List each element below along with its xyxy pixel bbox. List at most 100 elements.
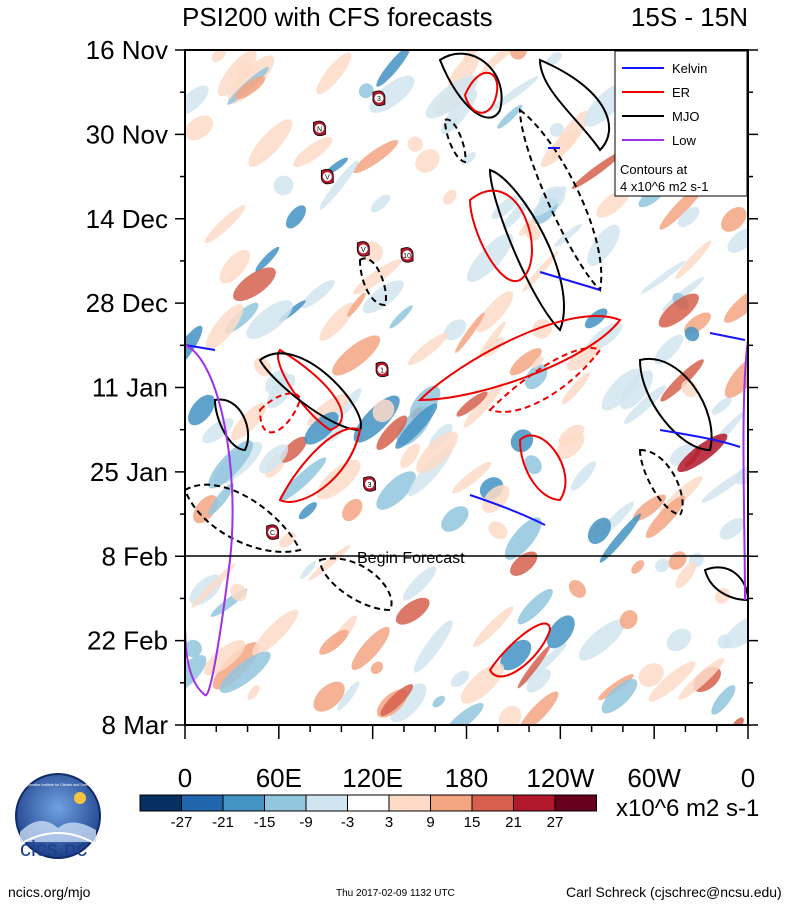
y-tick-label: 28 Dec: [86, 288, 168, 318]
anomaly-patch: [236, 61, 252, 78]
wave-contour: [463, 72, 499, 114]
anomaly-patch: [619, 610, 638, 629]
anomaly-patch: [719, 517, 745, 540]
storm-marker: C: [266, 524, 279, 540]
anomaly-patch: [353, 139, 399, 174]
storm-label: 3: [368, 482, 372, 489]
anomaly-patch: [532, 319, 553, 339]
anomaly-patch: [570, 461, 596, 491]
anomaly-patch: [568, 579, 586, 598]
anomaly-patch: [701, 468, 748, 503]
chart-subtitle: 15S - 15N: [631, 2, 748, 32]
anomaly-patch: [416, 431, 458, 474]
anomaly-patch: [520, 643, 567, 686]
anomaly-patch: [497, 104, 523, 129]
colorbar-box: [139, 794, 182, 812]
x-tick-label: 180: [445, 763, 488, 793]
legend-box: [614, 50, 748, 197]
anomaly-patch: [533, 186, 567, 216]
anomaly-patch: [444, 702, 484, 725]
anomaly-patch: [554, 223, 582, 247]
kelvin-contour: [659, 429, 741, 448]
legend-label-er: ER: [672, 85, 690, 100]
anomaly-patch: [645, 495, 686, 539]
anomaly-patch: [273, 175, 294, 196]
logo-text: cics.nc: [20, 836, 88, 861]
anomaly-patch: [502, 201, 528, 230]
anomaly-patch: [519, 218, 536, 236]
y-tick-label: 8 Feb: [102, 541, 169, 571]
anomaly-patch: [619, 370, 654, 410]
footer-left: ncics.org/mjo: [8, 884, 91, 900]
x-tick-label: 60E: [256, 763, 302, 793]
y-tick-label: 16 Nov: [86, 35, 168, 65]
wave-contour: [258, 392, 302, 434]
anomaly-patch: [681, 379, 698, 398]
anomaly-patch: [491, 195, 519, 220]
y-tick-label: 11 Jan: [92, 373, 168, 403]
anomaly-patch: [351, 626, 390, 671]
x-tick-label: 60W: [627, 763, 681, 793]
colorbar-box: [430, 794, 473, 812]
colorbar-box: [347, 794, 390, 812]
chart-title: PSI200 with CFS forecasts: [182, 2, 493, 32]
anomaly-patch: [631, 560, 645, 574]
x-tick-label: 0: [741, 763, 755, 793]
wave-contour: [185, 483, 302, 553]
anomaly-patch: [246, 300, 293, 339]
legend: Kelvin ER MJO Low Contours at 4 x10^6 m2 s-…: [614, 50, 748, 197]
colorbar-box: [181, 794, 224, 812]
anomaly-patch: [684, 326, 700, 342]
anomaly-patch: [362, 280, 404, 314]
anomaly-patch: [578, 619, 625, 661]
anomaly-patch: [598, 674, 634, 701]
storm-marker: 10: [400, 247, 414, 263]
anomaly-patch: [247, 685, 260, 700]
anomaly-patch: [316, 52, 352, 95]
anomaly-patch: [587, 224, 620, 266]
anomaly-patch: [376, 471, 416, 510]
anomaly-patch: [219, 249, 250, 284]
anomaly-patch: [655, 558, 670, 573]
colorbar-tick-label: 15: [464, 814, 481, 831]
anomaly-patch: [390, 683, 427, 723]
anomaly-patch: [185, 115, 214, 141]
anomaly-patch: [389, 305, 413, 329]
storm-label: V: [361, 247, 366, 254]
anomaly-patch: [601, 678, 638, 714]
anomaly-patch: [376, 50, 411, 87]
anomaly-patch: [476, 291, 514, 333]
anomaly-patch: [443, 189, 457, 205]
x-tick-label: 120E: [342, 763, 403, 793]
anomaly-patch: [546, 615, 575, 649]
anomaly-patch: [441, 89, 478, 135]
anomaly-patch: [561, 372, 590, 405]
anomaly-patch: [211, 50, 226, 63]
anomaly-patch: [358, 83, 374, 99]
y-tick-label: 22 Feb: [87, 626, 168, 656]
anomaly-patch: [191, 563, 236, 608]
anomaly-patch: [407, 332, 449, 366]
anomaly-patch: [395, 403, 438, 449]
anomaly-patch: [372, 399, 395, 423]
storm-marker: 1: [375, 361, 389, 378]
colorbar-box: [471, 794, 514, 812]
anomaly-patch: [407, 136, 423, 152]
anomaly-patch: [376, 415, 408, 450]
x-tick-label: 0: [178, 763, 192, 793]
anomaly-patch: [316, 459, 361, 500]
anomaly-patch: [624, 385, 667, 424]
storm-eye: [377, 364, 387, 374]
wave-contour: [318, 557, 393, 612]
anomaly-patch: [395, 597, 430, 625]
wave-contour: [638, 448, 684, 517]
colorbar-tick-label: -27: [171, 814, 193, 831]
anomaly-patch: [443, 319, 467, 341]
anomaly-patch: [517, 645, 551, 689]
anomaly-patch: [353, 259, 402, 295]
wave-contour: [518, 434, 567, 502]
anomaly-patch: [526, 669, 551, 693]
storm-eye: [314, 123, 324, 133]
anomaly-patch: [714, 588, 731, 604]
anomaly-patch: [230, 583, 247, 602]
